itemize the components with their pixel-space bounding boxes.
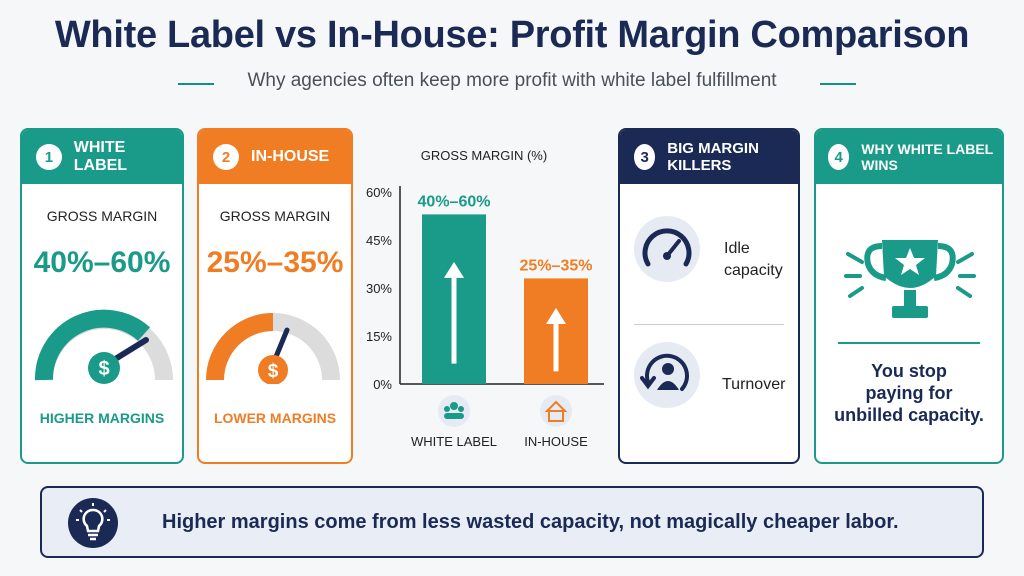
- in-house-card: 2 IN-HOUSE GROSS MARGIN 25%–35% $ LOWER …: [197, 128, 353, 464]
- y-tick-label: 45%: [366, 233, 392, 248]
- killer-label-line: capacity: [724, 262, 783, 279]
- lightbulb-icon: [68, 498, 118, 548]
- bar-arrow-head: [444, 261, 464, 278]
- gross-margin-value: 25%–35%: [206, 246, 344, 279]
- wins-card-header: 4 WHY WHITE LABEL WINS: [816, 130, 1002, 184]
- bar-data-label: 40%–60%: [418, 193, 491, 210]
- speedometer-icon: [634, 216, 700, 282]
- gross-margin-value: 40%–60%: [33, 246, 171, 279]
- subtitle-line-left: [178, 83, 214, 85]
- subtitle: Why agencies often keep more profit with…: [247, 70, 777, 91]
- wins-text-line: paying for: [865, 383, 953, 403]
- wins-text: You stop paying for unbilled capacity.: [816, 360, 1002, 426]
- y-tick-label: 15%: [366, 329, 392, 344]
- card-title: WHY WHITE LABEL WINS: [861, 141, 993, 173]
- page-title: White Label vs In-House: Profit Margin C…: [54, 14, 970, 56]
- bar-arrow-head: [546, 307, 566, 324]
- x-category-label: WHITE LABEL: [411, 434, 497, 449]
- team-icon-head: [444, 406, 450, 412]
- svg-text:$: $: [268, 361, 279, 382]
- banner-text: Higher margins come from less wasted cap…: [162, 511, 899, 533]
- y-tick-label: 60%: [366, 185, 392, 200]
- margin-gauge: $: [34, 309, 173, 384]
- chart-title: GROSS MARGIN (%): [420, 148, 548, 163]
- in-house-card-header: 2 IN-HOUSE: [199, 130, 351, 184]
- margin-caption: LOWER MARGINS: [213, 410, 337, 426]
- gross-margin-label: GROSS MARGIN: [46, 208, 158, 224]
- y-tick-label: 0%: [373, 377, 392, 392]
- killer-label-line: Idle: [724, 240, 750, 257]
- team-icon-head: [450, 402, 458, 410]
- why-white-label-wins-card: 4 WHY WHITE LABEL WINS You stop paying f…: [814, 128, 1004, 464]
- team-icon-head: [458, 406, 464, 412]
- team-icon-body: [444, 413, 464, 419]
- margin-killers-card-header: 3 BIG MARGIN KILLERS: [620, 130, 798, 184]
- card-number: 2: [213, 144, 239, 170]
- subtitle-line-right: [820, 83, 856, 85]
- person-cycle-icon: [634, 342, 700, 408]
- card-number: 3: [634, 144, 656, 170]
- house-icon-body: [548, 410, 564, 422]
- killer-label: Turnover: [722, 374, 785, 396]
- divider: [634, 324, 784, 325]
- margin-caption: HIGHER MARGINS: [39, 410, 165, 426]
- white-label-card-header: 1 WHITE LABEL: [22, 130, 182, 184]
- killer-label: Idle capacity: [724, 238, 783, 282]
- gross-margin-chart: GROSS MARGIN (%) 0% 15% 30% 45% 60% 40%–60% WH…: [356, 136, 612, 466]
- dollar-icon: $: [258, 355, 288, 384]
- card-title: BIG MARGIN KILLERS: [667, 140, 759, 174]
- trophy-icon: [844, 240, 976, 318]
- team-icon: [438, 395, 470, 427]
- gross-margin-label: GROSS MARGIN: [219, 208, 331, 224]
- dollar-icon: $: [88, 352, 120, 384]
- wins-rule: [838, 342, 980, 344]
- svg-text:$: $: [98, 358, 109, 380]
- takeaway-banner: Higher margins come from less wasted cap…: [40, 486, 984, 558]
- card-number: 4: [828, 144, 850, 170]
- card-title: IN-HOUSE: [251, 148, 330, 165]
- margin-gauge: $: [206, 313, 340, 384]
- wins-text-line: You stop: [871, 361, 947, 381]
- x-category-label: IN-HOUSE: [524, 434, 588, 449]
- chart-canvas: 0% 15% 30% 45% 60% 40%–60% WHITE LABEL 25%–35% I…: [366, 185, 604, 449]
- margin-killers-card: 3 BIG MARGIN KILLERS Idle capacity Turno…: [618, 128, 800, 464]
- wins-text-line: unbilled capacity.: [834, 405, 984, 425]
- card-title: WHITE LABEL: [73, 139, 128, 174]
- card-number: 1: [36, 144, 62, 170]
- white-label-card: 1 WHITE LABEL GROSS MARGIN 40%–60% $ HIG…: [20, 128, 184, 464]
- y-tick-label: 30%: [366, 281, 392, 296]
- bar-data-label: 25%–35%: [520, 257, 593, 274]
- killer-label-line: Turnover: [722, 376, 786, 393]
